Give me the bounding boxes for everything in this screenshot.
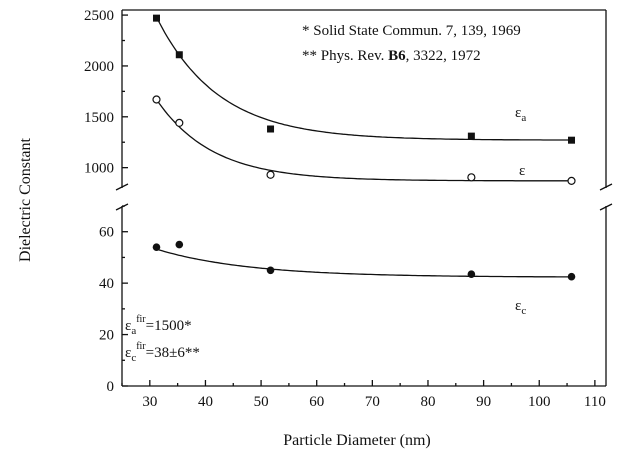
x-tick-label: 80 bbox=[420, 394, 435, 410]
x-axis-title: Particle Diameter (nm) bbox=[283, 432, 431, 449]
x-tick-label: 30 bbox=[142, 394, 157, 410]
y-tick-label: 1000 bbox=[84, 161, 114, 177]
axis-break-mark bbox=[599, 183, 613, 191]
y-tick-label: 20 bbox=[99, 328, 114, 344]
data-point-eps bbox=[567, 176, 576, 185]
x-tick-label: 50 bbox=[254, 394, 269, 410]
data-point-eps bbox=[152, 95, 161, 104]
axis-break-mark bbox=[115, 183, 129, 191]
axes: 30 40 50 60 70 80 90 100 110 0 20 40 60 1000 1500 2000 2… bbox=[84, 8, 613, 410]
data-points bbox=[152, 14, 576, 281]
x-tick-label: 60 bbox=[309, 394, 324, 410]
y-tick-label: 1500 bbox=[84, 110, 114, 126]
fit-curve-eps-c bbox=[156, 248, 571, 278]
data-point-eps bbox=[175, 118, 184, 128]
data-point-eps bbox=[266, 170, 275, 179]
data-point-eps-c bbox=[467, 270, 476, 278]
x-tick-label: 100 bbox=[528, 394, 551, 410]
y-tick-label: 40 bbox=[99, 276, 114, 292]
series-label-eps-c: εc bbox=[515, 298, 526, 317]
data-point-eps bbox=[467, 173, 476, 182]
data-point-eps-a bbox=[175, 51, 183, 59]
reference-2-volume: B6 bbox=[388, 48, 406, 64]
data-point-eps-c bbox=[567, 272, 576, 281]
x-tick-label: 40 bbox=[198, 394, 213, 410]
data-point-eps-c bbox=[266, 266, 275, 275]
data-point-eps-c bbox=[152, 243, 161, 251]
fit-curves bbox=[155, 16, 571, 278]
reference-2-suffix: , 3322, 1972 bbox=[406, 48, 481, 64]
data-point-eps-a bbox=[152, 14, 160, 22]
axis-break-mark bbox=[599, 203, 613, 211]
data-point-eps-c bbox=[175, 240, 184, 249]
x-tick-label: 90 bbox=[476, 394, 491, 410]
x-tick-label: 70 bbox=[365, 394, 380, 410]
reference-2: ** Phys. Rev. B6, 3322, 1972 bbox=[302, 48, 481, 64]
note-eps-c-fir: εcfir=38±6** bbox=[125, 341, 200, 364]
y-tick-label: 60 bbox=[99, 225, 114, 241]
fit-curve-eps-a bbox=[155, 16, 571, 141]
y-tick-label: 0 bbox=[107, 379, 115, 395]
y-tick-label: 2500 bbox=[84, 8, 114, 24]
series-label-eps-a: εa bbox=[515, 105, 526, 124]
note-eps-a-fir: εafir=1500* bbox=[125, 314, 192, 337]
data-point-eps-a bbox=[467, 132, 475, 140]
y-tick-label: 2000 bbox=[84, 59, 114, 75]
axis-break-mark bbox=[115, 203, 129, 211]
data-point-eps-a bbox=[568, 136, 576, 144]
series-label-eps: ε bbox=[519, 163, 525, 179]
y-axis-title: Dielectric Constant bbox=[17, 137, 34, 262]
x-tick-label: 110 bbox=[584, 394, 606, 410]
reference-1: * Solid State Commun. 7, 139, 1969 bbox=[302, 23, 521, 39]
fit-curve-eps bbox=[155, 99, 571, 182]
reference-2-prefix: ** Phys. Rev. bbox=[302, 48, 388, 64]
data-point-eps-a bbox=[267, 125, 275, 133]
